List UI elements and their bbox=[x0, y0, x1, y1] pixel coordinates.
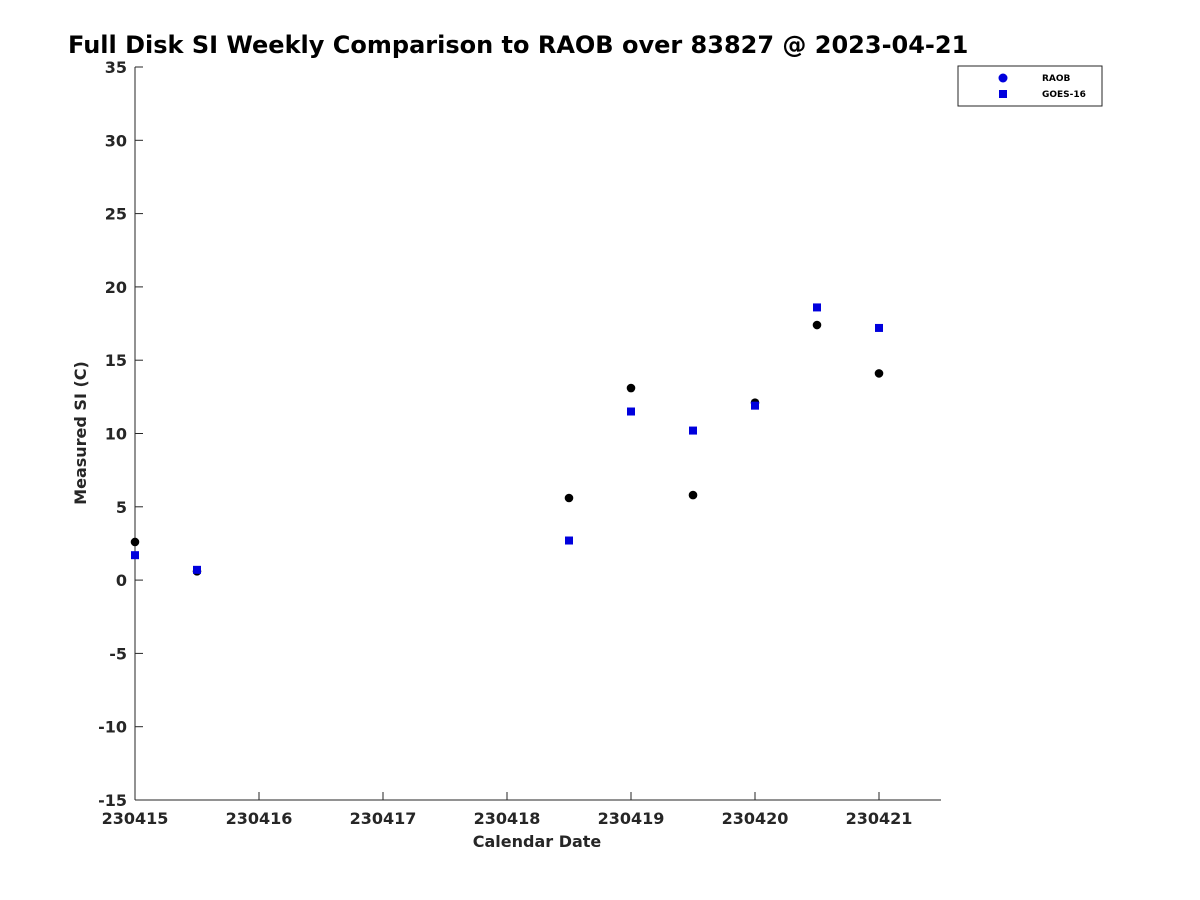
chart-title: Full Disk SI Weekly Comparison to RAOB o… bbox=[68, 31, 968, 59]
legend-marker-goes-16 bbox=[999, 90, 1007, 98]
point-raob bbox=[626, 383, 636, 393]
point-goes-16 bbox=[813, 303, 821, 312]
y-tick-label: 15 bbox=[105, 351, 127, 370]
x-tick-label: 230415 bbox=[102, 809, 169, 828]
y-tick-label: 35 bbox=[105, 58, 127, 77]
point-goes-16 bbox=[627, 407, 635, 416]
x-tick-label: 230421 bbox=[846, 809, 913, 828]
x-tick-label: 230420 bbox=[722, 809, 789, 828]
x-ticks: 230415 230416 230417 230418 230419 230420 2304… bbox=[102, 792, 913, 828]
legend: RAOB GOES-16 bbox=[957, 65, 1103, 107]
y-axis-label: Measured SI (C) bbox=[71, 361, 90, 505]
x-tick-label: 230416 bbox=[226, 809, 293, 828]
point-raob bbox=[812, 320, 822, 330]
legend-box bbox=[957, 65, 1103, 107]
y-ticks: 35 30 25 20 15 10 5 0 -5 -10 -15 bbox=[98, 58, 143, 810]
data-points bbox=[130, 303, 884, 576]
y-tick-label: 5 bbox=[116, 498, 127, 517]
point-goes-16 bbox=[875, 323, 883, 332]
legend-label: GOES-16 bbox=[1042, 90, 1086, 100]
point-raob bbox=[564, 493, 574, 503]
x-axis-label: Calendar Date bbox=[473, 832, 602, 851]
legend-label: RAOB bbox=[1042, 74, 1071, 84]
y-tick-label: 0 bbox=[116, 571, 127, 590]
y-tick-label: -15 bbox=[98, 791, 127, 810]
point-goes-16 bbox=[751, 401, 759, 410]
point-goes-16 bbox=[689, 426, 697, 435]
point-raob bbox=[874, 369, 884, 378]
point-goes-16 bbox=[131, 551, 139, 560]
point-goes-16 bbox=[565, 536, 573, 545]
point-raob bbox=[688, 490, 698, 500]
y-tick-label: 10 bbox=[105, 425, 127, 444]
point-goes-16 bbox=[193, 565, 201, 574]
plot-axes bbox=[134, 67, 941, 801]
y-tick-label: 25 bbox=[105, 205, 127, 224]
x-tick-label: 230419 bbox=[598, 809, 665, 828]
legend-marker-raob bbox=[998, 73, 1008, 83]
y-tick-label: -5 bbox=[109, 644, 127, 663]
y-tick-label: 20 bbox=[105, 278, 127, 297]
point-raob bbox=[130, 537, 140, 547]
y-tick-label: 30 bbox=[105, 131, 127, 150]
x-tick-label: 230417 bbox=[350, 809, 417, 828]
y-tick-label: -10 bbox=[98, 718, 127, 737]
x-tick-label: 230418 bbox=[474, 809, 541, 828]
